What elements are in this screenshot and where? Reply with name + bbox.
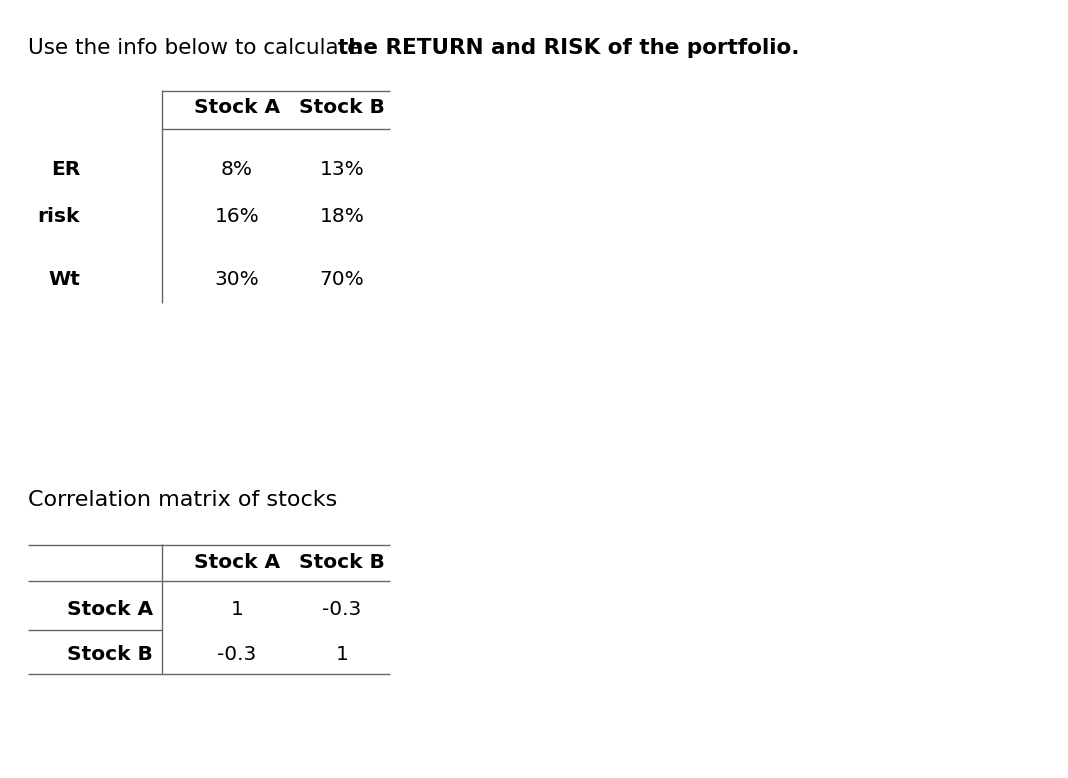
- Text: Stock A: Stock A: [194, 553, 280, 572]
- Text: 18%: 18%: [319, 207, 364, 226]
- Text: 13%: 13%: [319, 160, 364, 179]
- Text: Use the info below to calculate: Use the info below to calculate: [28, 38, 367, 58]
- Text: 1: 1: [231, 600, 244, 619]
- Text: the RETURN and RISK of the portfolio.: the RETURN and RISK of the portfolio.: [337, 38, 800, 58]
- Text: 16%: 16%: [215, 207, 260, 226]
- Text: 1: 1: [335, 645, 348, 664]
- Text: -0.3: -0.3: [218, 645, 256, 664]
- Text: -0.3: -0.3: [323, 600, 362, 619]
- Text: Stock B: Stock B: [67, 645, 153, 664]
- Text: Stock A: Stock A: [67, 600, 153, 619]
- Text: Stock B: Stock B: [299, 98, 384, 117]
- Text: 8%: 8%: [221, 160, 253, 179]
- Text: Wt: Wt: [48, 270, 80, 289]
- Text: 70%: 70%: [319, 270, 364, 289]
- Text: risk: risk: [37, 207, 80, 226]
- Text: Stock A: Stock A: [194, 98, 280, 117]
- Text: Stock B: Stock B: [299, 553, 384, 572]
- Text: ER: ER: [51, 160, 80, 179]
- Text: Correlation matrix of stocks: Correlation matrix of stocks: [28, 490, 337, 510]
- Text: 30%: 30%: [215, 270, 260, 289]
